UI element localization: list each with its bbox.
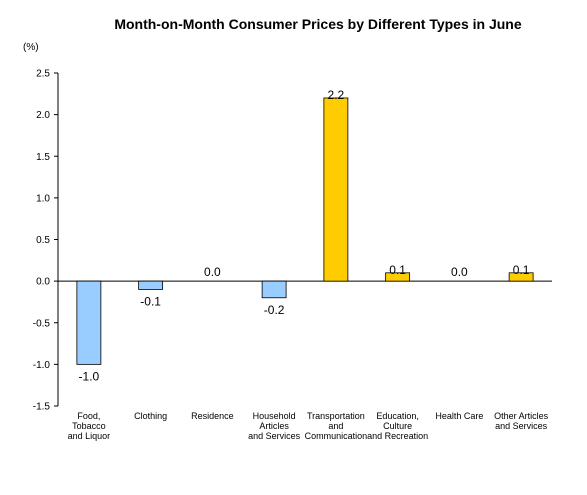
x-tick-label-line: and <box>328 421 343 431</box>
y-tick-label: 1.0 <box>36 193 50 204</box>
x-tick-label-line: Communication <box>305 431 368 441</box>
bar <box>261 280 287 299</box>
data-label: 0.0 <box>451 265 468 279</box>
x-tick-label-line: and Liquor <box>68 431 111 441</box>
x-tick-label: Food, Tobacco and Liquor <box>68 411 111 441</box>
data-label: 2.2 <box>328 88 345 102</box>
y-tick-label: -1.0 <box>33 360 51 371</box>
x-tick-label-line: and Services <box>495 421 548 431</box>
bar <box>323 97 349 282</box>
x-tick-label: Health Care <box>435 411 483 421</box>
y-tick-label: 1.5 <box>36 152 50 163</box>
x-tick-label-line: and Recreation <box>367 431 428 441</box>
x-tick-label: Household Articles and Services <box>248 411 301 441</box>
data-label: 0.1 <box>389 263 406 277</box>
y-tick-label: 2.5 <box>36 69 50 80</box>
x-tick-label: Other Articles and Services <box>494 411 549 431</box>
x-tick-label-line: Clothing <box>134 411 167 421</box>
x-tick-label-line: Residence <box>191 411 234 421</box>
bar <box>385 272 411 282</box>
data-label: -0.2 <box>264 303 285 317</box>
x-tick-label: Education, Culture and Recreation <box>367 411 428 441</box>
x-tick-label-line: Food, <box>77 411 100 421</box>
y-tick-label: 0.0 <box>36 277 50 288</box>
y-tick-label: -1.5 <box>33 402 51 413</box>
chart-title: Month-on-Month Consumer Prices by Differ… <box>114 16 522 32</box>
x-tick-label-line: and Services <box>248 431 301 441</box>
x-tick-label-line: Education, <box>376 411 419 421</box>
x-tick-label-line: Household <box>253 411 296 421</box>
x-tick-label-line: Transportation <box>307 411 365 421</box>
y-tick-label: 2.0 <box>36 110 50 121</box>
data-label: -1.0 <box>79 369 100 383</box>
data-label: -0.1 <box>140 294 161 308</box>
x-tick-label-line: Other Articles <box>494 411 549 421</box>
y-tick-label: 0.5 <box>36 235 50 246</box>
y-tick-label: -0.5 <box>33 318 51 329</box>
bar <box>76 280 102 365</box>
x-tick-label-line: Articles <box>259 421 289 431</box>
bar <box>508 272 534 282</box>
bar <box>138 280 164 290</box>
unit-label: (%) <box>23 42 39 53</box>
x-tick-label-line: Tobacco <box>72 421 106 431</box>
x-tick-label-line: Health Care <box>435 411 483 421</box>
data-label: 0.1 <box>513 263 530 277</box>
x-tick-label: Clothing <box>134 411 167 421</box>
x-tick-label-line: Culture <box>383 421 412 431</box>
x-tick-label: Transportation and Communication <box>305 411 368 441</box>
x-tick-label: Residence <box>191 411 234 421</box>
data-label: 0.0 <box>204 265 221 279</box>
